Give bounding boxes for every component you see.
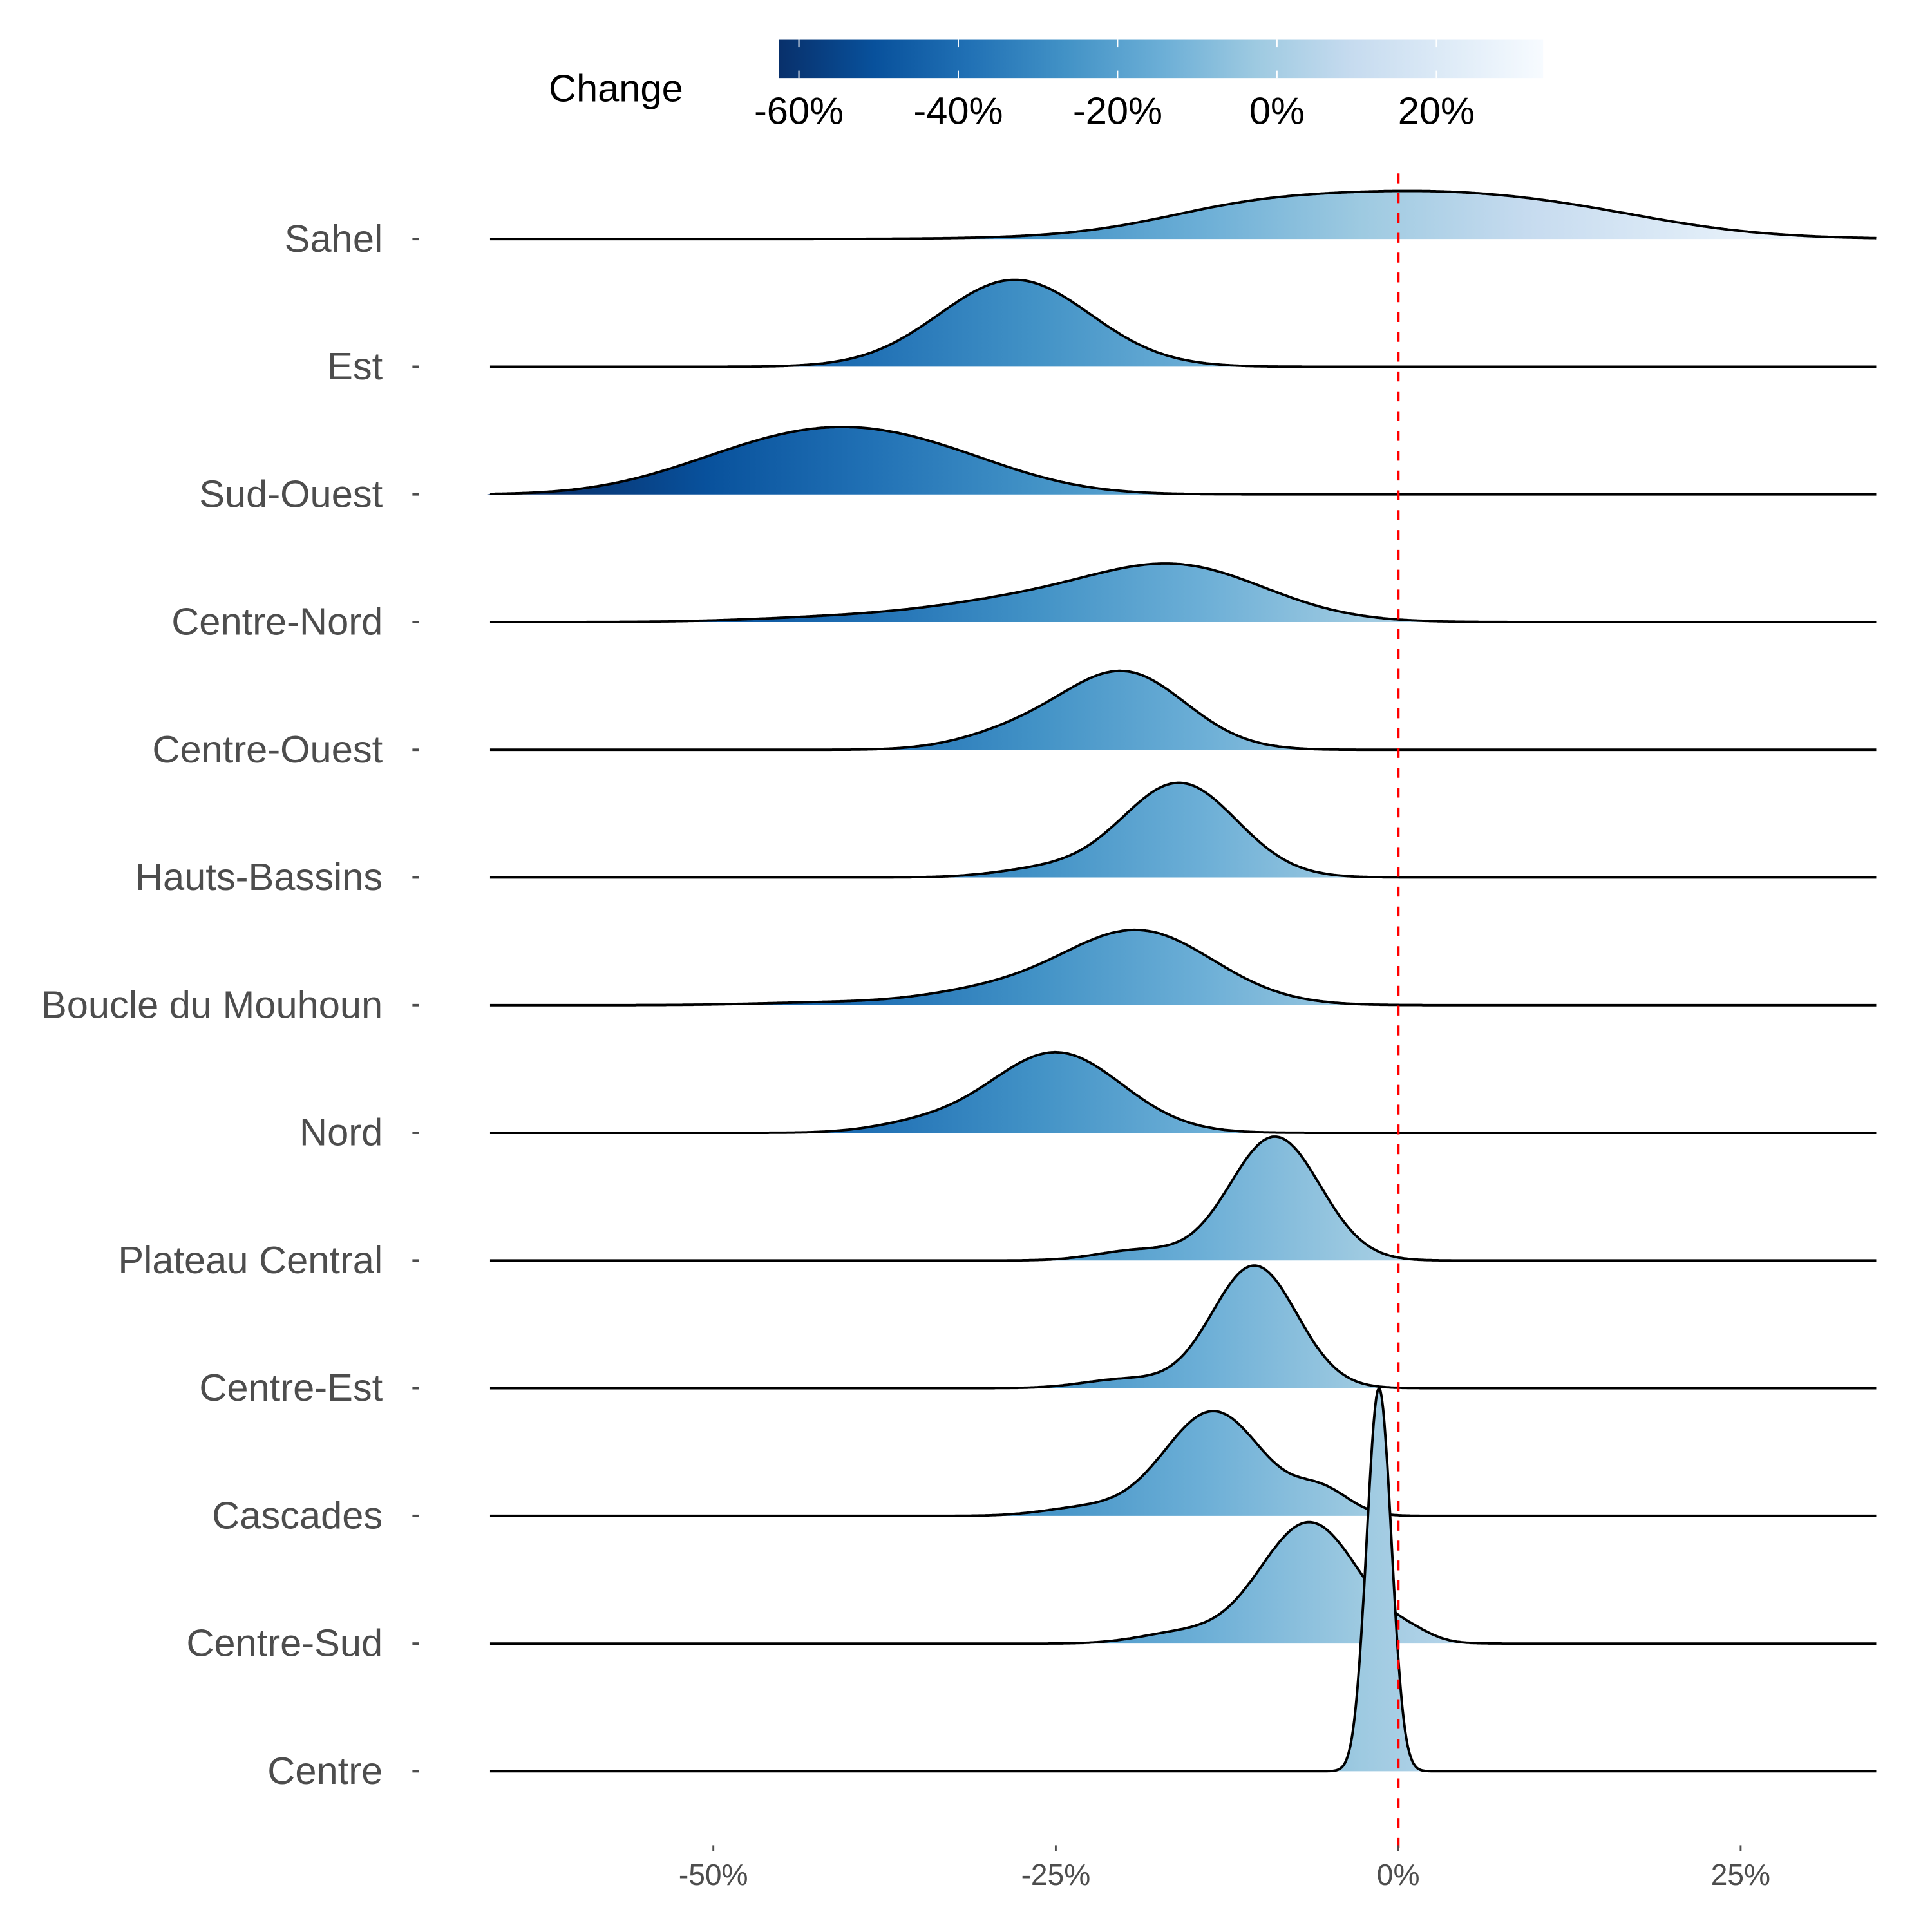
legend-tick-label: -40% — [913, 89, 1003, 132]
y-tick-label: Plateau Central — [118, 1238, 383, 1282]
y-tick-label: Centre-Est — [199, 1366, 383, 1409]
ridge-nord — [486, 1050, 1877, 1134]
ridge-cascades — [486, 1410, 1877, 1517]
density-line — [489, 278, 1877, 368]
y-tick-label: Sahel — [285, 217, 383, 260]
x-tick-label: -25% — [1021, 1858, 1091, 1891]
y-tick-label: Cascades — [212, 1493, 383, 1537]
density-area — [486, 1522, 1877, 1644]
y-tick-label: Centre-Sud — [186, 1622, 383, 1665]
legend-tick-label: -20% — [1073, 89, 1162, 132]
density-area — [486, 670, 1877, 750]
ridges — [486, 189, 1877, 1773]
ridge-centre-ouest — [486, 669, 1877, 752]
density-line — [489, 669, 1877, 752]
ridge-plateau-central — [486, 1135, 1877, 1262]
x-tick-label: 0% — [1377, 1858, 1420, 1891]
x-tick-label: -50% — [679, 1858, 748, 1891]
density-line — [489, 928, 1877, 1007]
legend-title: Change — [549, 67, 683, 110]
ridge-sud-ouest — [486, 425, 1877, 496]
density-line — [489, 1520, 1877, 1645]
x-axis: -50% -25% 0% 25% — [679, 1845, 1770, 1891]
y-tick-label: Sud-Ouest — [199, 472, 383, 515]
ridge-centre-est — [486, 1264, 1877, 1390]
legend-tick-label: 20% — [1398, 89, 1475, 132]
y-tick-label: Centre-Ouest — [152, 728, 383, 771]
density-area — [486, 782, 1877, 878]
density-area — [486, 191, 1877, 240]
legend-tick-label: -60% — [754, 89, 844, 132]
density-line — [489, 189, 1877, 241]
x-tick-label: 25% — [1711, 1858, 1770, 1891]
y-axis: Sahel Est Sud-Ouest Centre-Nord Centre-Ouest… — [41, 217, 419, 1792]
ridge-est — [486, 278, 1877, 368]
density-area — [486, 1411, 1877, 1516]
y-tick-label: Nord — [299, 1111, 383, 1154]
density-line — [489, 781, 1877, 879]
legend-tick-label: 0% — [1249, 89, 1305, 132]
density-area — [486, 426, 1877, 495]
legend: Change -60% -40% -20% 0% 20% — [549, 39, 1544, 132]
y-tick-label: Est — [327, 345, 383, 388]
y-tick-label: Centre — [267, 1749, 383, 1792]
ridge-centre-nord — [486, 562, 1877, 623]
y-tick-label: Hauts-Bassins — [135, 855, 383, 898]
colorbar — [779, 39, 1544, 79]
density-line — [489, 1135, 1877, 1262]
y-tick-label: Centre-Nord — [171, 600, 383, 643]
ridge-sahel — [486, 189, 1877, 241]
density-area — [486, 1137, 1877, 1261]
ridge-boucle-du-mouhoun — [486, 928, 1877, 1007]
density-line — [489, 1050, 1877, 1134]
density-line — [489, 562, 1877, 623]
ridge-centre — [486, 1385, 1877, 1773]
density-area — [486, 1265, 1877, 1388]
density-line — [489, 1264, 1877, 1390]
density-line — [489, 1385, 1877, 1773]
ridge-centre-sud — [486, 1520, 1877, 1645]
ridge-hauts-bassins — [486, 781, 1877, 879]
density-area — [486, 279, 1877, 367]
y-tick-label: Boucle du Mouhoun — [41, 983, 383, 1026]
density-line — [489, 425, 1877, 496]
density-area — [486, 564, 1877, 622]
density-area — [486, 929, 1877, 1005]
density-line — [489, 1410, 1877, 1517]
